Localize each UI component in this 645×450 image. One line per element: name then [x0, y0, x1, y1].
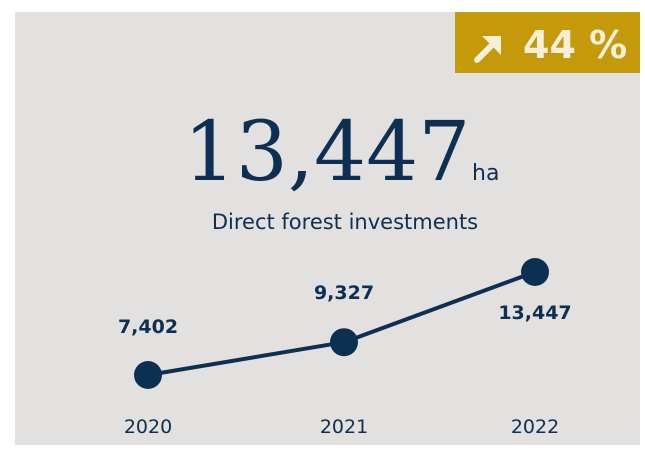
point	[134, 361, 162, 389]
value-label: 9,327	[314, 282, 374, 304]
x-tick-label: 2022	[511, 416, 559, 438]
badge-text: 44 %	[523, 23, 627, 67]
value-label: 13,447	[498, 302, 571, 324]
card-background	[15, 12, 640, 445]
badge	[455, 12, 640, 73]
value-label: 7,402	[118, 316, 178, 338]
arrow-icon	[474, 36, 501, 63]
point	[330, 328, 358, 357]
headline-value: 13,447	[184, 105, 471, 200]
headline-caption: Direct forest investments	[212, 210, 478, 234]
point	[521, 258, 549, 286]
x-tick-label: 2020	[124, 416, 172, 438]
headline-unit: ha	[472, 161, 499, 186]
x-tick-label: 2021	[320, 416, 368, 438]
